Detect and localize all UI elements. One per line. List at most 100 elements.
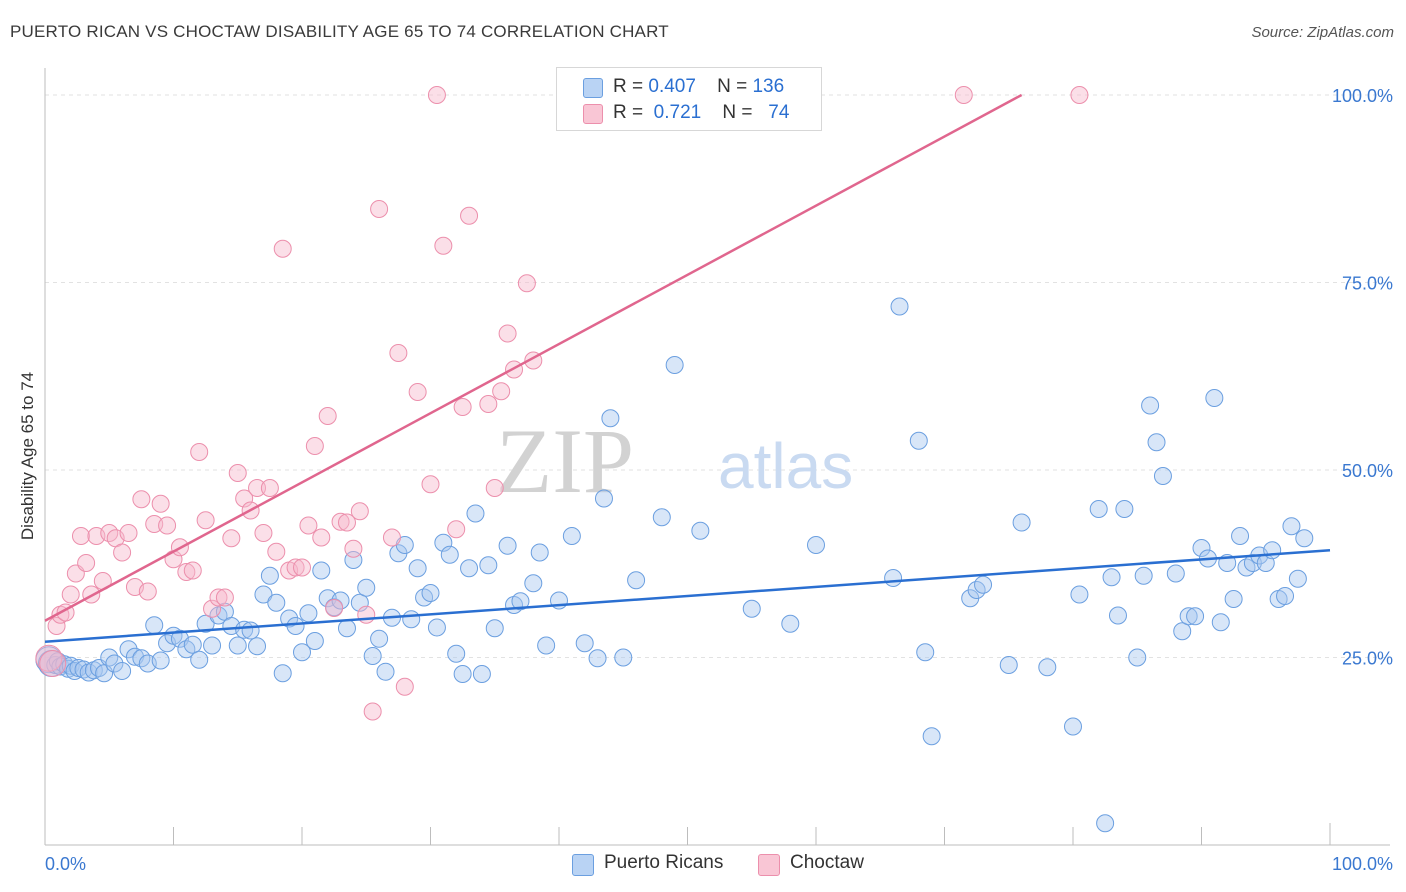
- choctaw-point: [286, 558, 305, 577]
- choctaw-point: [183, 561, 202, 580]
- y-tick-label: 50.0%: [1342, 461, 1393, 481]
- puerto-ricans-point: [1173, 622, 1192, 641]
- choctaw-point: [318, 407, 337, 425]
- chart-title: PUERTO RICAN VS CHOCTAW DISABILITY AGE 6…: [10, 22, 669, 41]
- choctaw-point: [77, 554, 96, 572]
- puerto-ricans-point: [151, 651, 170, 670]
- puerto-ricans-point: [1231, 527, 1250, 545]
- puerto-ricans-point: [370, 629, 389, 648]
- choctaw-point: [344, 539, 363, 558]
- legend-n-value: 74: [768, 102, 790, 123]
- puerto-ricans-point: [479, 556, 498, 575]
- choctaw-point: [325, 599, 344, 617]
- legend-label: Puerto Ricans: [604, 852, 724, 873]
- choctaw-point: [158, 516, 177, 535]
- puerto-ricans-point: [119, 640, 138, 659]
- puerto-ricans-point: [235, 620, 254, 639]
- choctaw-point: [196, 511, 215, 530]
- puerto-ricans-point: [1012, 513, 1031, 532]
- puerto-ricans-point: [1263, 541, 1282, 560]
- puerto-ricans-point: [742, 599, 761, 618]
- puerto-ricans-point: [807, 536, 825, 554]
- legend-n-label: N =: [722, 102, 753, 123]
- legend-swatch-pink: [758, 854, 780, 876]
- choctaw-point: [408, 383, 427, 401]
- puerto-ricans-point: [1295, 529, 1314, 548]
- choctaw-point: [145, 515, 164, 533]
- puerto-ricans-point: [248, 637, 267, 656]
- tick-labels: 25.0% 50.0% 75.0% 100.0% 0.0% 100.0%: [45, 86, 1393, 874]
- choctaw-point: [190, 443, 209, 461]
- puerto-ricans-point: [1147, 433, 1166, 452]
- y-tick-label: 25.0%: [1342, 649, 1393, 669]
- puerto-ricans-point: [183, 635, 202, 654]
- x-tick-label: 0.0%: [45, 854, 86, 874]
- choctaw-point: [421, 475, 440, 494]
- choctaw-point: [370, 200, 389, 218]
- legend-n-label: N =: [717, 76, 748, 97]
- puerto-ricans-point: [1179, 607, 1198, 626]
- choctaw-point: [71, 527, 90, 545]
- legend-label: Choctaw: [790, 852, 864, 873]
- choctaw-point: [132, 490, 151, 509]
- choctaw-point: [453, 398, 472, 416]
- puerto-ricans-point: [909, 431, 928, 450]
- puerto-ricans-point: [1134, 566, 1153, 585]
- choctaw-point: [434, 236, 453, 255]
- puerto-ricans-point: [627, 571, 646, 590]
- puerto-ricans-point: [665, 356, 684, 374]
- choctaw-point: [260, 479, 279, 497]
- puerto-ricans-point: [363, 647, 382, 665]
- x-tick-label: 100.0%: [1332, 854, 1393, 874]
- puerto-ricans-point: [1224, 590, 1243, 608]
- choctaw-point: [222, 529, 241, 548]
- puerto-ricans-point: [254, 585, 273, 604]
- puerto-ricans-point: [1166, 564, 1185, 583]
- puerto-ricans-point: [781, 614, 800, 633]
- puerto-ricans-point: [421, 584, 440, 602]
- puerto-ricans-point: [1211, 613, 1230, 632]
- puerto-ricans-point: [884, 569, 903, 587]
- puerto-ricans-point: [74, 660, 93, 679]
- puerto-ricans-point: [100, 648, 119, 667]
- puerto-ricans-point: [113, 662, 132, 680]
- puerto-ricans-point: [575, 634, 594, 653]
- correlation-legend: R = 0.407 N = 136 R = 0.721 N = 74: [556, 67, 822, 131]
- puerto-ricans-point: [1038, 658, 1057, 677]
- choctaw-point: [61, 585, 80, 604]
- puerto-ricans-point: [1141, 396, 1160, 415]
- choctaw-point: [119, 524, 138, 542]
- puerto-ricans-point: [273, 664, 292, 683]
- legend-swatch-blue: [572, 854, 594, 876]
- puerto-ricans-point: [1102, 568, 1121, 587]
- puerto-ricans-point: [196, 614, 215, 633]
- puerto-ricans-point: [453, 665, 472, 683]
- gridlines: [45, 94, 1390, 658]
- puerto-ricans-trend-line: [44, 549, 1331, 643]
- choctaw-point: [138, 582, 157, 601]
- puerto-ricans-point: [1128, 648, 1147, 667]
- choctaw-point: [427, 86, 446, 104]
- puerto-ricans-point: [1186, 607, 1205, 626]
- puerto-ricans-point: [1237, 558, 1256, 577]
- choctaw-point: [357, 605, 376, 624]
- legend-swatch-blue: [583, 78, 603, 98]
- choctaw-point: [312, 528, 331, 547]
- choctaw-point: [151, 494, 170, 513]
- choctaw-point: [273, 239, 292, 258]
- puerto-ricans-point: [1108, 606, 1127, 625]
- puerto-ricans-point: [331, 591, 350, 610]
- y-tick-label: 100.0%: [1332, 86, 1393, 106]
- choctaw-point: [209, 588, 228, 607]
- puerto-ricans-point: [376, 662, 395, 681]
- puerto-ricans-point: [228, 636, 247, 655]
- source-label: Source: ZipAtlas.com: [1251, 24, 1394, 41]
- choctaw-point: [389, 344, 408, 362]
- puerto-ricans-point: [260, 566, 279, 585]
- puerto-ricans-point: [408, 559, 427, 578]
- choctaw-point: [395, 677, 414, 696]
- choctaw-point: [203, 599, 222, 618]
- puerto-ricans-point: [241, 621, 260, 640]
- puerto-ricans-point: [999, 656, 1018, 674]
- puerto-ricans-point: [485, 619, 504, 638]
